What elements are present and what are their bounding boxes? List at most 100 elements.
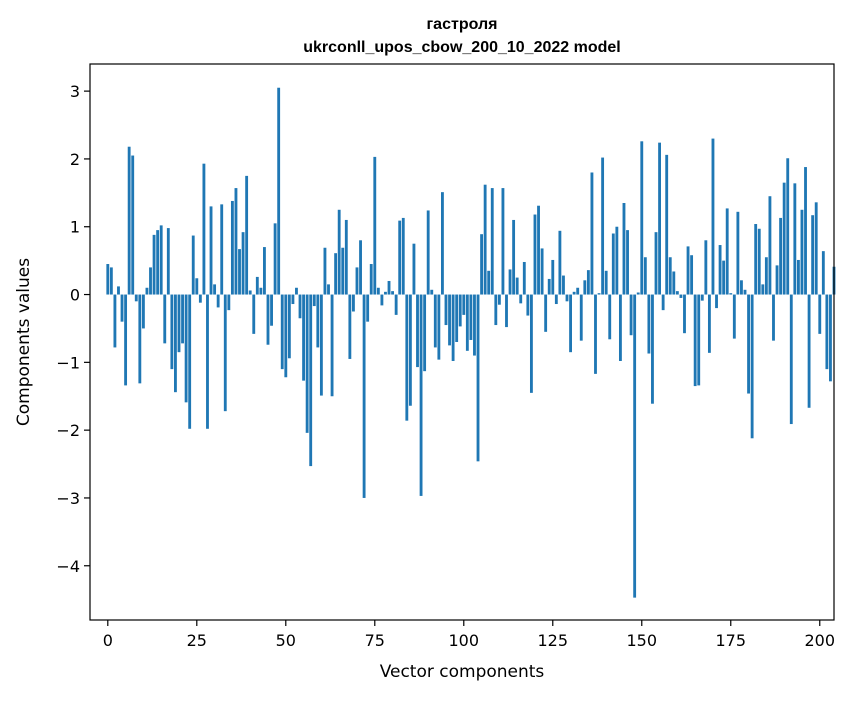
bar-component-83 — [401, 217, 405, 295]
bar-component-150 — [640, 141, 644, 295]
bar-component-47 — [273, 223, 277, 295]
bar-component-169 — [707, 294, 711, 353]
y-tick-label: 2 — [70, 150, 80, 169]
bar-component-120 — [533, 214, 537, 295]
bar-component-121 — [537, 205, 540, 295]
bar-component-118 — [526, 294, 530, 316]
bar-component-129 — [565, 294, 569, 302]
bar-component-189 — [779, 217, 783, 295]
bar-component-14 — [156, 230, 160, 295]
bar-component-138 — [597, 293, 601, 295]
bar-component-35 — [230, 200, 234, 295]
bars-layer — [106, 87, 836, 598]
bar-component-43 — [259, 287, 263, 295]
bar-component-57 — [309, 294, 313, 467]
bar-component-20 — [177, 294, 181, 353]
bar-component-46 — [270, 294, 273, 326]
bar-component-185 — [764, 257, 768, 295]
bar-component-93 — [437, 294, 441, 360]
y-tick-label: 3 — [70, 82, 80, 101]
bar-component-0 — [106, 264, 110, 295]
bar-component-122 — [540, 248, 544, 295]
chart-title: гастроля — [427, 16, 498, 33]
bar-component-186 — [768, 196, 772, 295]
bar-component-55 — [302, 294, 306, 381]
bar-component-95 — [444, 294, 448, 326]
bar-component-123 — [544, 294, 548, 332]
bar-component-179 — [743, 289, 747, 295]
bar-component-85 — [408, 294, 412, 406]
bar-component-159 — [672, 271, 676, 295]
bar-component-140 — [604, 270, 608, 295]
bar-component-203 — [829, 294, 832, 382]
bar-component-102 — [469, 294, 473, 340]
x-tick-label: 200 — [804, 631, 835, 650]
x-tick-label: 25 — [187, 631, 207, 650]
bar-component-86 — [412, 243, 416, 295]
bar-component-103 — [473, 294, 476, 356]
bar-component-109 — [494, 294, 498, 326]
bar-component-142 — [611, 233, 615, 295]
bar-component-70 — [355, 267, 359, 295]
bar-component-30 — [213, 284, 217, 295]
chart-subtitle: ukrconll_upos_cbow_200_10_2022 model — [303, 39, 620, 56]
bar-component-11 — [145, 287, 149, 295]
bar-component-89 — [423, 294, 427, 372]
bar-component-112 — [505, 294, 508, 328]
bar-component-128 — [562, 275, 565, 295]
y-tick-label: 1 — [70, 218, 80, 237]
bar-component-117 — [522, 261, 526, 295]
bar-component-92 — [433, 294, 437, 348]
x-tick-label: 125 — [538, 631, 569, 650]
bar-component-18 — [170, 294, 174, 370]
bar-component-148 — [633, 294, 637, 598]
y-axis-ticks: 3 2 1 0 −1 −2 −3 −4 — [56, 82, 90, 576]
bar-component-119 — [529, 294, 533, 393]
bar-component-171 — [715, 294, 718, 309]
bar-component-156 — [661, 294, 665, 311]
y-tick-label: −2 — [56, 421, 80, 440]
bar-component-184 — [761, 284, 765, 295]
bar-component-167 — [700, 294, 704, 301]
bar-component-127 — [558, 230, 562, 295]
bar-component-52 — [291, 294, 295, 305]
x-tick-label: 100 — [449, 631, 480, 650]
bar-component-130 — [569, 294, 572, 353]
bar-component-108 — [490, 188, 494, 295]
bar-component-37 — [238, 249, 241, 295]
bar-component-107 — [487, 270, 491, 295]
bar-component-113 — [508, 269, 512, 295]
bar-component-94 — [441, 192, 444, 295]
y-axis-label: Components values — [14, 258, 34, 426]
bar-component-187 — [772, 294, 775, 341]
bar-component-66 — [341, 247, 345, 295]
bar-component-44 — [263, 247, 266, 295]
bar-component-3 — [117, 286, 120, 295]
bar-component-72 — [362, 294, 366, 498]
x-tick-label: 75 — [365, 631, 385, 650]
bar-component-33 — [223, 294, 227, 412]
bar-component-161 — [679, 294, 683, 298]
bar-component-49 — [280, 294, 284, 370]
y-tick-label: −3 — [56, 489, 80, 508]
bar-component-180 — [747, 294, 750, 394]
bar-component-74 — [369, 264, 373, 295]
bar-component-96 — [448, 294, 451, 346]
bar-component-6 — [127, 146, 131, 295]
bar-component-105 — [480, 234, 484, 295]
bar-component-115 — [515, 277, 519, 295]
bar-component-51 — [287, 294, 291, 359]
bar-component-48 — [277, 87, 281, 295]
bar-component-153 — [651, 294, 654, 404]
bar-component-149 — [636, 292, 640, 295]
x-axis-label: Vector components — [380, 662, 545, 682]
bar-component-73 — [366, 294, 370, 322]
bar-component-77 — [380, 294, 384, 306]
bar-component-99 — [458, 294, 462, 327]
bar-component-54 — [298, 294, 302, 319]
bar-component-124 — [547, 278, 551, 295]
bar-component-133 — [579, 294, 583, 341]
bar-component-97 — [451, 294, 455, 361]
bar-component-181 — [750, 294, 754, 439]
